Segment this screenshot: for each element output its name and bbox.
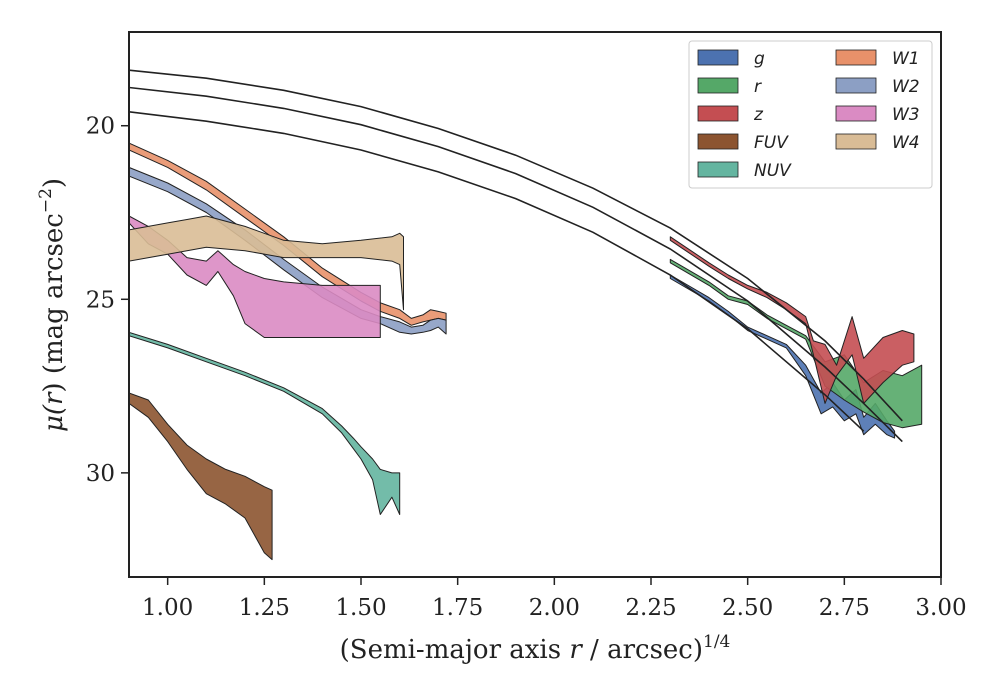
x-axis-ticks: 1.00 1.25 1.50 1.75 2.00 2.25 2.50 2.75 3.00 <box>142 577 967 621</box>
x-tick-label: 1.00 <box>142 595 193 621</box>
legend-swatch-w3 <box>835 105 877 122</box>
legend: grz FUV NUV W1 W2 W3 W4 <box>688 40 933 189</box>
legend-swatch-w4 <box>835 133 877 150</box>
plot-frame <box>128 31 942 578</box>
band-w2 <box>129 166 447 335</box>
legend-label-w2: W2 <box>892 77 920 97</box>
y-axis-ticks: 20 25 30 <box>86 114 129 487</box>
x-tick-label: 2.50 <box>722 595 773 621</box>
x-tick-label: 1.50 <box>335 595 386 621</box>
y-tick-label: 20 <box>86 114 115 140</box>
band-z <box>669 236 915 404</box>
y-tick-label: 30 <box>86 461 115 487</box>
band-areas <box>129 142 923 561</box>
legend-label-fuv: FUV <box>754 133 789 153</box>
legend-swatch-nuv <box>697 161 739 178</box>
x-tick-label: 2.00 <box>529 595 580 621</box>
legend-swatch-w2 <box>835 77 877 94</box>
legend-swatch-z <box>697 105 739 122</box>
band-w3 <box>129 215 381 338</box>
x-tick-label: 3.00 <box>915 595 966 621</box>
legend-label-g: g <box>754 49 765 69</box>
legend-swatch-r <box>697 77 739 94</box>
legend-label-w4: W4 <box>892 133 920 153</box>
legend-swatch-g <box>697 49 739 66</box>
model-curve-2 <box>129 86 903 443</box>
x-tick-label: 1.25 <box>239 595 290 621</box>
legend-label-nuv: NUV <box>754 161 792 181</box>
legend-label-w1: W1 <box>892 49 920 69</box>
legend-label-r: r <box>754 77 762 97</box>
legend-swatch-w1 <box>835 49 877 66</box>
y-axis-label: μ(r) (mag arcsec−2) <box>36 178 69 432</box>
band-fuv <box>129 392 273 561</box>
x-tick-label: 2.25 <box>625 595 676 621</box>
legend-label-z: z <box>753 105 764 125</box>
x-axis-label: (Semi-major axis r / arcsec)1/4 <box>340 632 731 665</box>
legend-swatch-fuv <box>697 133 739 150</box>
model-curves <box>129 69 903 443</box>
model-curve-3 <box>129 111 865 432</box>
band-nuv <box>129 331 401 515</box>
band-g <box>669 274 896 439</box>
legend-label-w3: W3 <box>892 105 920 125</box>
band-w4 <box>129 215 404 311</box>
model-curve-1 <box>129 69 903 422</box>
x-tick-label: 1.75 <box>432 595 483 621</box>
x-tick-label: 2.75 <box>819 595 870 621</box>
band-r <box>669 258 923 429</box>
y-tick-label: 25 <box>86 287 115 313</box>
